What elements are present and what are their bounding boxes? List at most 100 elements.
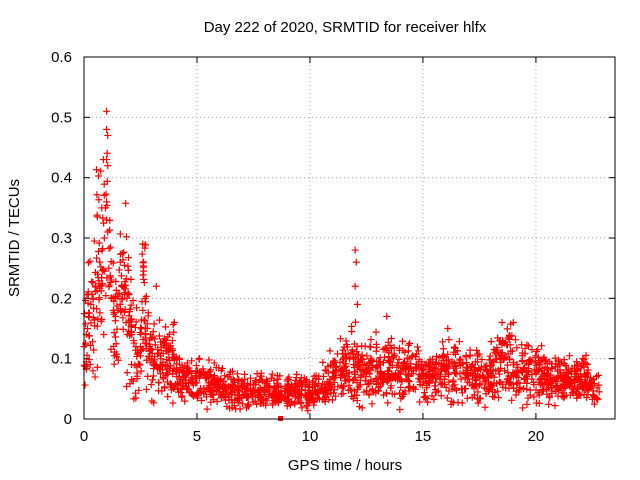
data-point: [463, 394, 471, 402]
data-point: [139, 271, 147, 279]
data-point: [116, 300, 124, 308]
data-point: [506, 332, 514, 340]
data-point: [428, 392, 436, 400]
data-point: [518, 341, 526, 349]
data-point: [504, 334, 512, 342]
data-point: [351, 361, 359, 369]
data-point: [235, 376, 243, 384]
data-point: [514, 373, 522, 381]
data-point: [169, 399, 177, 407]
data-point: [475, 373, 483, 381]
x-axis-label: GPS time / hours: [288, 457, 402, 474]
data-point: [546, 394, 554, 402]
data-point: [170, 328, 178, 336]
data-point: [296, 379, 304, 387]
data-point: [129, 297, 137, 305]
data-point: [104, 162, 112, 170]
data-point: [419, 366, 427, 374]
data-point: [580, 356, 588, 364]
data-point: [467, 366, 475, 374]
data-point: [93, 211, 101, 219]
data-point: [516, 383, 524, 391]
data-point: [278, 393, 286, 401]
data-point: [257, 399, 265, 407]
data-point: [113, 350, 121, 358]
data-point: [142, 385, 150, 393]
data-point: [139, 240, 147, 248]
data-point: [356, 376, 364, 384]
data-point: [490, 379, 498, 387]
data-point: [358, 351, 366, 359]
data-point: [103, 149, 111, 157]
data-point: [147, 334, 155, 342]
data-point: [538, 342, 546, 350]
data-point: [400, 390, 408, 398]
data-point: [151, 341, 159, 349]
data-point: [384, 399, 392, 407]
data-point: [354, 385, 362, 393]
data-point: [312, 387, 320, 395]
data-point: [406, 384, 414, 392]
data-point: [359, 355, 367, 363]
data-point: [158, 387, 166, 395]
data-point: [93, 305, 101, 313]
data-point: [179, 367, 187, 375]
data-point: [222, 396, 230, 404]
data-point: [88, 278, 96, 286]
data-point: [305, 382, 313, 390]
data-point: [205, 356, 213, 364]
data-point: [506, 341, 514, 349]
data-point: [141, 294, 149, 302]
data-point: [159, 373, 167, 381]
data-point: [156, 370, 164, 378]
data-point: [530, 393, 538, 401]
data-point: [539, 385, 547, 393]
data-point: [241, 370, 249, 378]
data-point: [203, 405, 211, 413]
data-point: [170, 355, 178, 363]
data-point: [329, 373, 337, 381]
data-point: [547, 376, 555, 384]
data-point: [117, 308, 125, 316]
data-point: [593, 394, 601, 402]
data-point: [291, 399, 299, 407]
data-point: [147, 381, 155, 389]
data-point: [134, 349, 142, 357]
data-point: [107, 258, 115, 266]
data-point: [118, 249, 126, 257]
data-point: [409, 385, 417, 393]
data-point: [135, 386, 143, 394]
data-point: [452, 350, 460, 358]
data-point: [337, 374, 345, 382]
data-point: [499, 380, 507, 388]
data-point: [524, 360, 532, 368]
data-point: [91, 322, 99, 330]
data-point: [430, 370, 438, 378]
data-point: [487, 337, 495, 345]
data-point: [149, 376, 157, 384]
data-point: [445, 362, 453, 370]
data-point: [106, 243, 114, 251]
data-point: [93, 363, 101, 371]
data-point: [470, 391, 478, 399]
data-point: [402, 375, 410, 383]
data-point: [319, 358, 327, 366]
data-point: [505, 335, 513, 343]
data-point: [445, 370, 453, 378]
data-point: [518, 352, 526, 360]
data-point: [124, 266, 132, 274]
data-point: [95, 239, 103, 247]
data-point: [346, 386, 354, 394]
data-point: [594, 371, 602, 379]
data-point: [268, 370, 276, 378]
data-point: [387, 335, 395, 343]
data-point: [401, 348, 409, 356]
data-point: [486, 352, 494, 360]
data-point: [488, 386, 496, 394]
data-point: [107, 345, 115, 353]
data-point: [208, 377, 216, 385]
x-tick-label: 0: [80, 428, 88, 445]
data-point: [560, 384, 568, 392]
data-point: [554, 392, 562, 400]
